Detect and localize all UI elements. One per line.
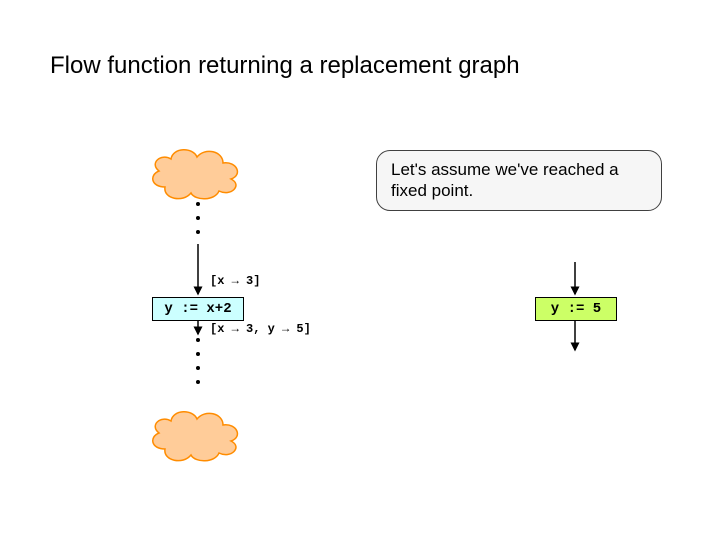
label-state-after: [x → 3, y → 5] bbox=[210, 322, 311, 336]
arrow-right-in bbox=[565, 262, 585, 296]
dot bbox=[196, 216, 200, 220]
arrow-right-out bbox=[565, 320, 585, 352]
dot bbox=[196, 230, 200, 234]
node-replacement-assignment: y := 5 bbox=[535, 297, 617, 321]
cloud-top bbox=[145, 145, 245, 200]
arrow-left-out bbox=[188, 320, 208, 336]
arrow-left-in bbox=[188, 244, 208, 296]
callout-fixed-point: Let's assume we've reached a fixed point… bbox=[376, 150, 662, 211]
slide: Flow function returning a replacement gr… bbox=[0, 0, 720, 540]
dot bbox=[196, 366, 200, 370]
dot bbox=[196, 352, 200, 356]
cloud-bottom bbox=[145, 407, 245, 462]
page-title: Flow function returning a replacement gr… bbox=[50, 52, 520, 80]
dot bbox=[196, 338, 200, 342]
label-state-before: [x → 3] bbox=[210, 274, 260, 288]
dot bbox=[196, 380, 200, 384]
node-original-assignment: y := x+2 bbox=[152, 297, 244, 321]
dot bbox=[196, 202, 200, 206]
